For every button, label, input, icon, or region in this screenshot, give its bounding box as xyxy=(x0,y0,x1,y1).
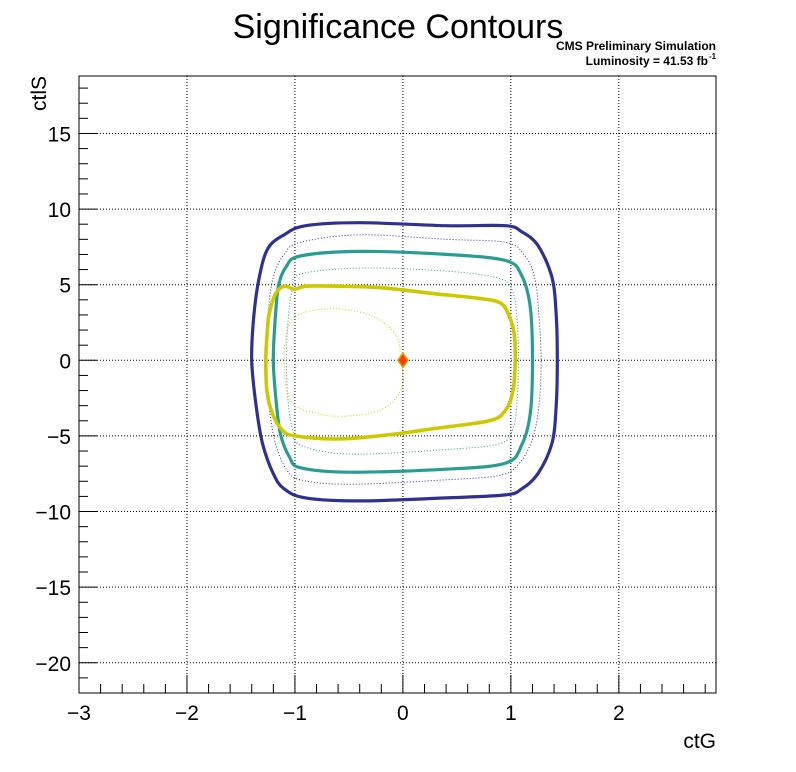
y-tick-label: 10 xyxy=(48,199,71,222)
contour-lines xyxy=(250,221,559,503)
best-fit-marker-layer xyxy=(396,352,409,369)
y-axis-label: ctlS xyxy=(28,76,51,111)
plot-frame xyxy=(78,75,717,694)
luminosity-label: Luminosity = 41.53 fb xyxy=(586,54,708,68)
x-tick-label: −3 xyxy=(67,702,91,725)
chart-title: Significance Contours xyxy=(233,8,564,46)
x-tick-label: 0 xyxy=(397,702,409,725)
y-tick-label: 0 xyxy=(59,350,71,373)
y-tick-label: −20 xyxy=(35,653,71,676)
best-fit-marker xyxy=(396,352,409,369)
x-tick-label: −2 xyxy=(175,702,199,725)
contour-line-0 xyxy=(250,221,559,503)
grid-lines xyxy=(78,76,716,693)
y-tick-label: −15 xyxy=(35,577,71,600)
y-tick-label: −10 xyxy=(35,502,71,525)
x-axis-label: ctG xyxy=(683,730,716,753)
contour-line-4 xyxy=(264,284,518,441)
x-tick-label: 1 xyxy=(505,702,517,725)
y-tick-label: −5 xyxy=(47,426,71,449)
contour-line-2 xyxy=(271,249,535,474)
x-tick-label: −1 xyxy=(283,702,307,725)
cms-label: CMS Preliminary Simulation xyxy=(556,39,716,53)
y-tick-label: 5 xyxy=(59,275,71,298)
y-tick-label: 15 xyxy=(48,123,71,146)
contour-line-5 xyxy=(283,308,404,417)
axis-ticks xyxy=(78,87,706,694)
x-tick-label: 2 xyxy=(613,702,625,725)
luminosity-exponent: -1 xyxy=(709,52,717,61)
